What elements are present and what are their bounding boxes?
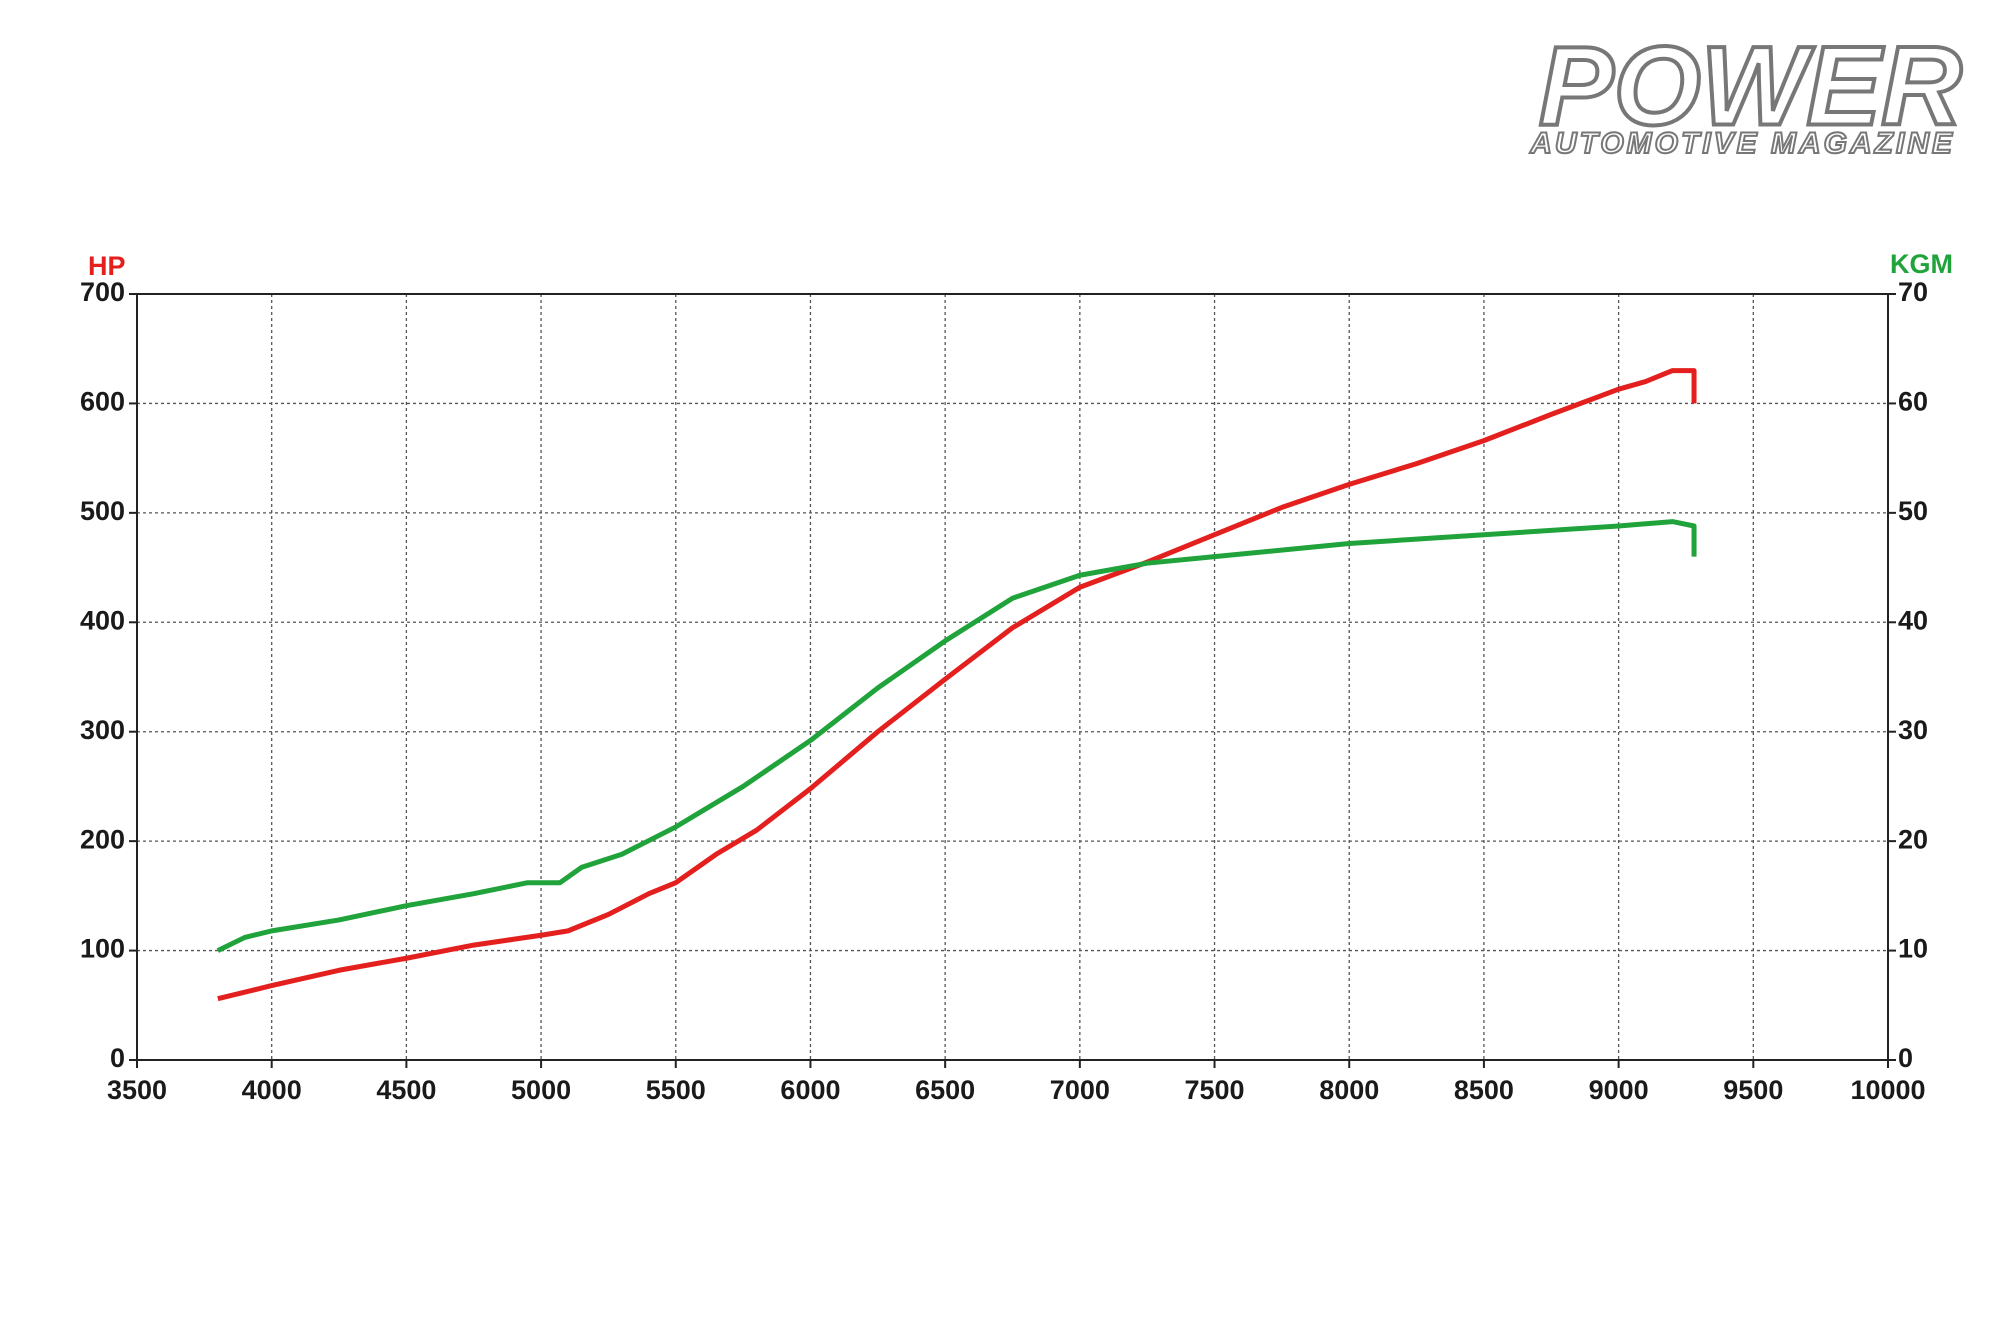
y-tick-label: 100 [80, 934, 125, 964]
logo-title: POWER [1539, 24, 1962, 149]
y-tick-label: 700 [80, 277, 125, 307]
x-tick-label: 4000 [242, 1075, 302, 1105]
y2-tick-label: 60 [1898, 387, 1928, 417]
x-tick-label: 9000 [1589, 1075, 1649, 1105]
y2-tick-label: 40 [1898, 605, 1928, 635]
y-tick-label: 0 [110, 1043, 125, 1073]
y2-tick-label: 10 [1898, 934, 1928, 964]
x-tick-label: 3500 [107, 1075, 167, 1105]
y2-axis-label: KGM [1890, 249, 1953, 279]
y2-tick-label: 50 [1898, 496, 1928, 526]
x-tick-label: 6000 [780, 1075, 840, 1105]
x-tick-label: 6500 [915, 1075, 975, 1105]
y-tick-label: 600 [80, 387, 125, 417]
y-axis-label: HP [88, 251, 126, 281]
x-tick-label: 8000 [1319, 1075, 1379, 1105]
y-tick-label: 300 [80, 715, 125, 745]
y2-tick-label: 30 [1898, 715, 1928, 745]
y2-tick-label: 0 [1898, 1043, 1913, 1073]
logo-subtitle: AUTOMOTIVE MAGAZINE [1529, 127, 1955, 160]
x-tick-label: 8500 [1454, 1075, 1514, 1105]
x-tick-label: 9500 [1723, 1075, 1783, 1105]
x-tick-label: 7500 [1184, 1075, 1244, 1105]
plot-frame [136, 293, 1889, 1061]
x-tick-label: 4500 [376, 1075, 436, 1105]
data-line [216, 519, 1697, 953]
y-tick-label: 400 [80, 605, 125, 635]
x-tick-label: 7000 [1050, 1075, 1110, 1105]
y-tick-label: 500 [80, 496, 125, 526]
y-tick-label: 200 [80, 824, 125, 854]
x-tick-label: 10000 [1850, 1075, 1925, 1105]
data-line [217, 368, 1697, 1002]
y2-tick-label: 20 [1898, 824, 1928, 854]
y2-tick-label: 70 [1898, 277, 1928, 307]
x-tick-label: 5500 [646, 1075, 706, 1105]
x-tick-label: 5000 [511, 1075, 571, 1105]
